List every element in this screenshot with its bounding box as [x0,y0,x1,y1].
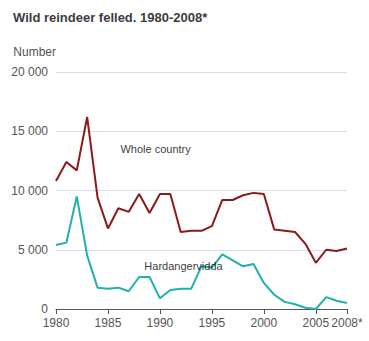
svg-text:2008*: 2008* [331,316,363,330]
svg-text:10 000: 10 000 [11,184,48,198]
svg-text:1980: 1980 [43,316,70,330]
svg-text:2005: 2005 [302,316,329,330]
svg-text:1990: 1990 [147,316,174,330]
svg-text:1995: 1995 [199,316,226,330]
svg-text:2000: 2000 [251,316,278,330]
svg-text:0: 0 [41,302,48,316]
svg-text:15 000: 15 000 [11,124,48,138]
svg-text:1985: 1985 [95,316,122,330]
svg-text:Hardangervidda: Hardangervidda [144,260,223,272]
svg-text:20 000: 20 000 [11,65,48,79]
svg-text:Number: Number [13,45,56,59]
svg-text:Whole country: Whole country [120,143,191,155]
svg-text:Wild reindeer felled. 1980-200: Wild reindeer felled. 1980-2008* [13,10,208,25]
svg-text:5 000: 5 000 [18,243,48,257]
